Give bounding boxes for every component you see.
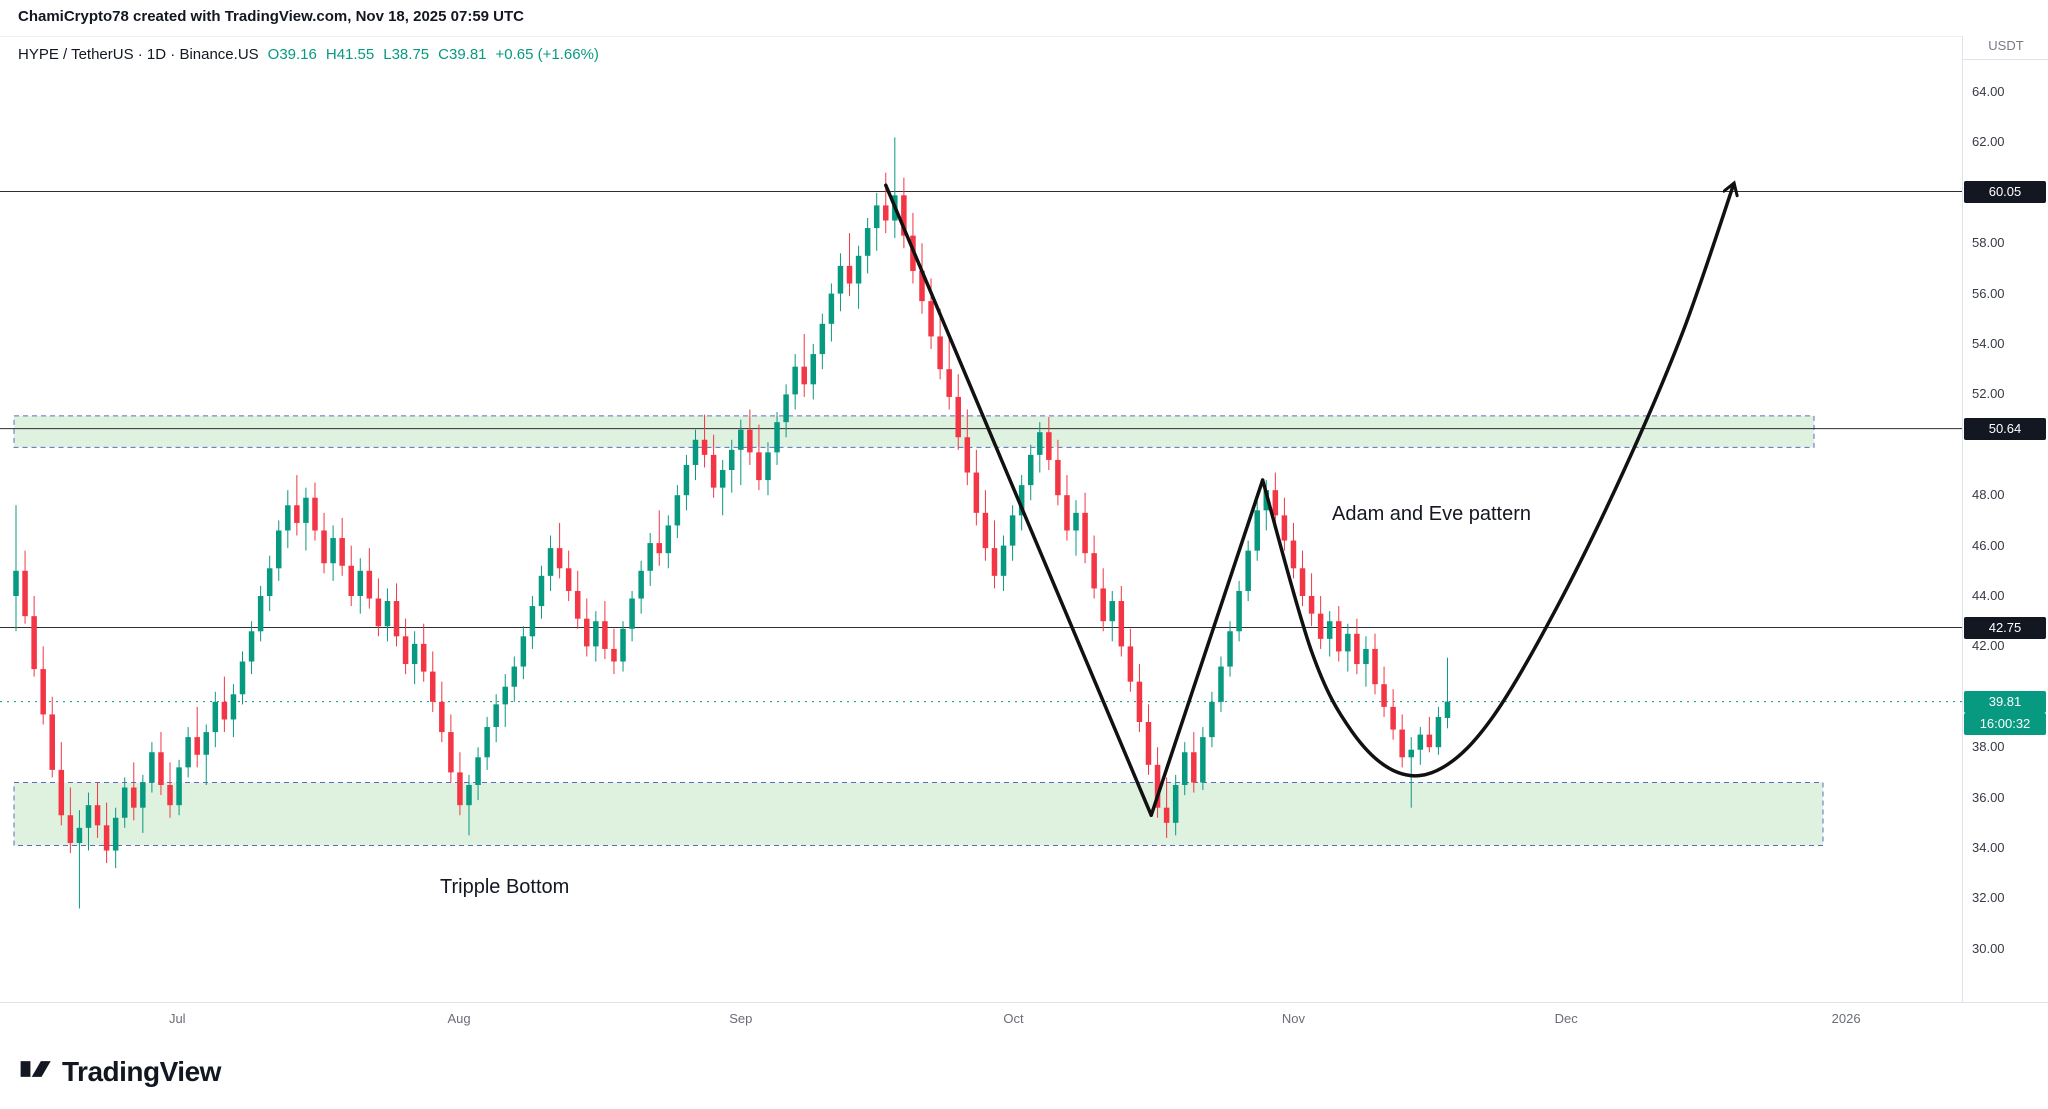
price-tick-label: 58.00 (1972, 235, 2005, 251)
price-tick-label: 56.00 (1972, 285, 2005, 301)
currency-label: USDT (1963, 38, 2048, 60)
tradingview-logo-icon (18, 1052, 52, 1091)
ohlc-close: C39.81 (438, 46, 487, 63)
price-tick-label: 44.00 (1972, 588, 2005, 603)
price-level-badge: 42.75 (1964, 616, 2046, 639)
price-tick-label: 64.00 (1972, 84, 2005, 99)
price-tick-label: 30.00 (1972, 940, 2005, 956)
tradingview-logo-text: TradingView (62, 1055, 221, 1087)
time-tick-label: Jul (168, 1011, 186, 1026)
price-level-badge: 60.05 (1964, 180, 2046, 203)
price-tick-label: 48.00 (1972, 487, 2005, 503)
price-tick-label: 46.00 (1972, 537, 2005, 553)
bar-countdown-badge: 16:00:32 (1964, 712, 2046, 735)
price-tick-label: 34.00 (1972, 840, 2005, 855)
time-tick-label: Dec (1554, 1011, 1578, 1026)
price-tick-label: 42.00 (1972, 638, 2005, 654)
time-tick-label: 2026 (1831, 1011, 1861, 1026)
price-tick-label: 38.00 (1972, 739, 2005, 755)
time-tick-label: Sep (729, 1011, 753, 1026)
ohlc-low: L38.75 (383, 46, 430, 63)
eve-projection-arrow[interactable] (1260, 184, 1734, 778)
price-level-badge: 50.64 (1964, 417, 2046, 440)
time-axis[interactable]: Jul Aug Sep Oct Nov Dec 2026 (0, 1002, 2048, 1041)
price-tick-label: 32.00 (1972, 890, 2005, 906)
header-divider (0, 36, 2048, 37)
attribution-text: ChamiCrypto78 created with TradingView.c… (18, 8, 525, 25)
tripple-bottom-annotation[interactable]: Tripple Bottom (440, 876, 570, 898)
last-price-badge: 39.81 (1964, 690, 2046, 713)
time-tick-label: Nov (1281, 1011, 1306, 1026)
support-zone[interactable] (13, 781, 1824, 846)
downtrend-line[interactable] (884, 183, 1153, 817)
price-tick-label: 36.00 (1972, 789, 2005, 805)
price-tick-label: 54.00 (1972, 336, 2005, 351)
symbol-title[interactable]: HYPE / TetherUS · 1D · Binance.US (18, 46, 259, 63)
symbol-header: HYPE / TetherUS · 1D · Binance.US O39.16… (18, 46, 599, 63)
price-tick-label: 62.00 (1972, 134, 2005, 150)
ohlc-open: O39.16 (267, 46, 317, 63)
tradingview-logo[interactable]: TradingView (18, 1052, 221, 1091)
ohlc-high: H41.55 (325, 46, 375, 63)
adam-recovery-line[interactable] (1149, 478, 1265, 817)
ohlc-change: +0.65 (+1.66%) (495, 46, 599, 63)
price-tick-label: 52.00 (1972, 386, 2005, 402)
time-tick-label: Aug (447, 1011, 471, 1026)
time-tick-label: Oct (1003, 1011, 1024, 1026)
resistance-zone[interactable] (13, 415, 1815, 448)
adam-and-eve-annotation[interactable]: Adam and Eve pattern (1332, 503, 1532, 525)
